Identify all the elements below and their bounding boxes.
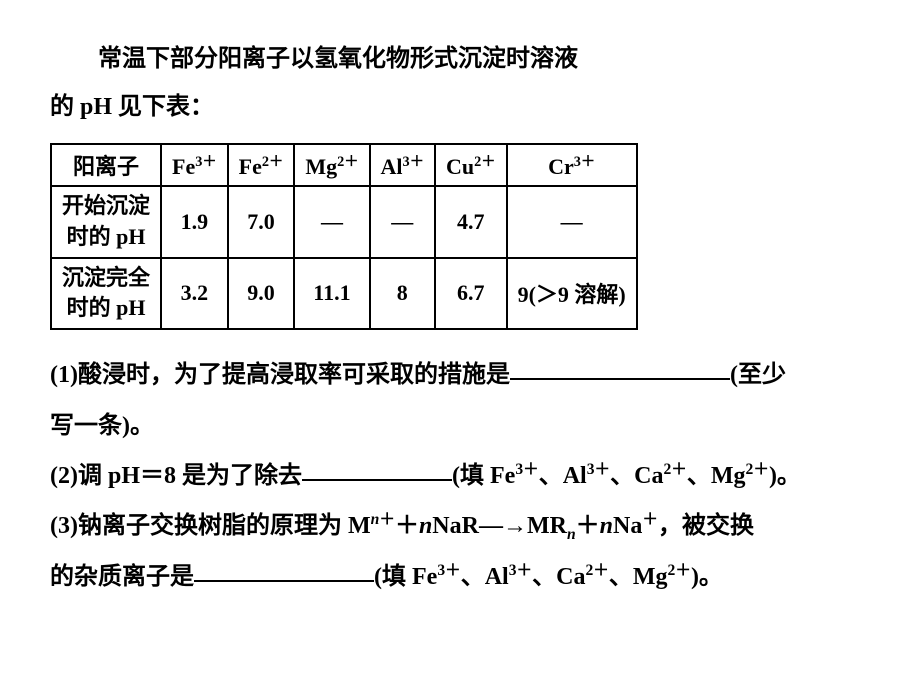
q2-text-e: 、Mg [687,463,746,489]
q3-text-g: 的杂质离子是 [50,564,194,590]
q3-text-j: 、Ca [532,564,585,590]
row2-label: 沉淀完全时的 pH [51,258,161,330]
q2-sup-mg: 2＋ [746,461,769,478]
blank-2 [302,457,452,481]
q2-sup-fe: 3＋ [515,461,538,478]
row2-val-0: 3.2 [161,258,228,330]
q3-text-f: ，被交换 [658,513,754,539]
intro-line-1: 常温下部分阳离子以氢氧化物形式沉淀时溶液 [50,35,870,83]
header-col0: 阳离子 [51,144,161,186]
q1-text-b: (至少 [730,362,786,388]
row1-val-1: 7.0 [228,186,295,258]
row2-val-2: 11.1 [294,258,369,330]
blank-3 [194,558,374,582]
q2-text-b: (填 Fe [452,463,515,489]
intro-line-2: 的 pH 见下表： [50,83,870,131]
question-3-cont: 的杂质离子是(填 Fe3＋、Al3＋、Ca2＋、Mg2＋)。 [50,552,870,602]
q2-text-f: )。 [769,463,801,489]
q3-text-a: (3)钠离子交换树脂的原理为 M [50,513,371,539]
row2-val-5: 9(＞9 溶解) [507,258,637,330]
header-ion-cu2: Cu2＋ [435,144,507,186]
row1-val-5: — [507,186,637,258]
q3-sup-al: 3＋ [509,562,532,579]
row1-label: 开始沉淀时的 pH [51,186,161,258]
row2-val-4: 6.7 [435,258,507,330]
q3-sup-mn: n＋ [371,511,395,528]
header-ion-mg2: Mg2＋ [294,144,369,186]
header-ion-fe2: Fe2＋ [228,144,295,186]
q3-text-c: NaR―→MR [432,513,567,539]
q2-text-d: 、Ca [610,463,663,489]
row1-val-3: — [370,186,435,258]
q3-sup-fe: 3＋ [437,562,460,579]
row1-val-0: 1.9 [161,186,228,258]
q2-sup-ca: 2＋ [663,461,686,478]
q1-text-c: 写一条)。 [50,413,154,439]
questions: (1)酸浸时，为了提高浸取率可采取的措施是 (至少 写一条)。 (2)调 pH＝8… [50,350,870,602]
question-1-cont: 写一条)。 [50,401,870,451]
question-1: (1)酸浸时，为了提高浸取率可采取的措施是 (至少 [50,350,870,400]
table-row-start: 开始沉淀时的 pH 1.9 7.0 — — 4.7 — [51,186,637,258]
q3-sup-na: ＋ [642,511,658,528]
q3-sup-mg: 2＋ [668,562,691,579]
q3-n2: n [600,513,613,539]
header-ion-cr3: Cr3＋ [507,144,637,186]
blank-1 [510,356,730,380]
q1-text-a: (1)酸浸时，为了提高浸取率可采取的措施是 [50,362,510,388]
header-ion-al3: Al3＋ [370,144,435,186]
table-header-row: 阳离子 Fe3＋ Fe2＋ Mg2＋ Al3＋ Cu2＋ Cr3＋ [51,144,637,186]
q3-text-h: (填 Fe [374,564,437,590]
row2-val-1: 9.0 [228,258,295,330]
q3-text-e: Na [613,513,642,539]
row1-val-2: — [294,186,369,258]
row2-val-3: 8 [370,258,435,330]
intro-text: 常温下部分阳离子以氢氧化物形式沉淀时溶液 的 pH 见下表： [50,35,870,131]
q2-text-c: 、Al [539,463,587,489]
q2-sup-al: 3＋ [587,461,610,478]
q3-sup-ca: 2＋ [585,562,608,579]
q3-sub-n: n [567,526,576,543]
question-2: (2)调 pH＝8 是为了除去(填 Fe3＋、Al3＋、Ca2＋、Mg2＋)。 [50,451,870,501]
question-3: (3)钠离子交换树脂的原理为 Mn＋＋nNaR―→MRn＋nNa＋，被交换 [50,501,870,552]
row1-val-4: 4.7 [435,186,507,258]
q3-text-i: 、Al [461,564,509,590]
q2-text-a: (2)调 pH＝8 是为了除去 [50,463,302,489]
q3-text-b: ＋ [395,513,419,539]
header-ion-fe3: Fe3＋ [161,144,228,186]
q3-text-l: )。 [691,564,723,590]
q3-n1: n [419,513,432,539]
ph-table: 阳离子 Fe3＋ Fe2＋ Mg2＋ Al3＋ Cu2＋ Cr3＋ 开始沉淀时的… [50,143,638,330]
q3-text-k: 、Mg [609,564,668,590]
q3-text-d: ＋ [576,513,600,539]
table-row-complete: 沉淀完全时的 pH 3.2 9.0 11.1 8 6.7 9(＞9 溶解) [51,258,637,330]
